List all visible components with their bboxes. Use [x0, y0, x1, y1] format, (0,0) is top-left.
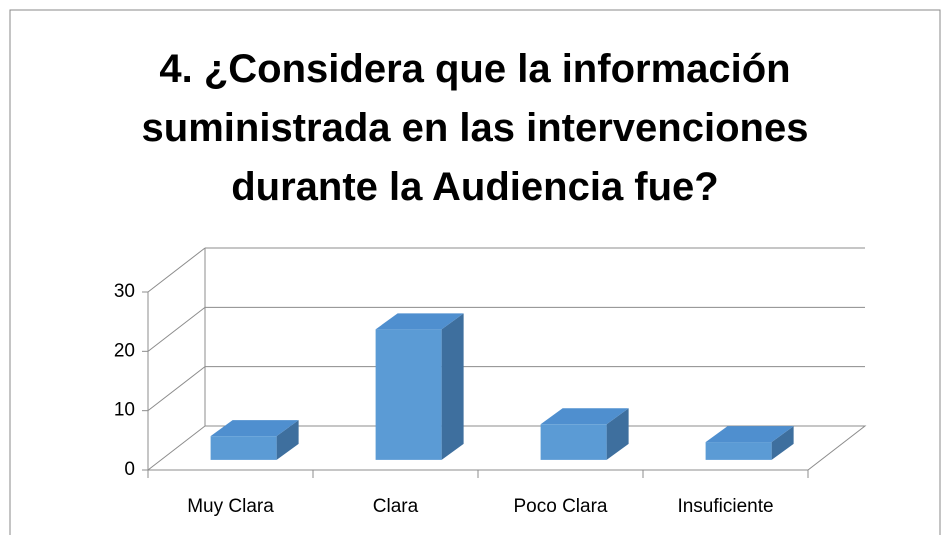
grid-line [147, 366, 206, 412]
x-tick-label: Muy Clara [187, 496, 274, 517]
bar [210, 436, 277, 460]
bar-top [210, 420, 299, 437]
bar-top [375, 313, 464, 330]
bar [375, 329, 442, 460]
bar [540, 424, 607, 460]
y-tick-label: 0 [124, 459, 135, 480]
bar-side [276, 420, 299, 460]
bar-side [441, 313, 464, 460]
bar-top [540, 408, 629, 425]
x-tick-label: Clara [373, 496, 419, 517]
x-tick-label: Insuficiente [677, 496, 773, 517]
y-tick-label: 10 [114, 400, 135, 421]
x-tick-label: Poco Clara [514, 496, 608, 517]
bar-top [705, 426, 794, 443]
grid-line [147, 247, 206, 293]
grid-line [147, 425, 206, 471]
y-tick-label: 30 [114, 281, 135, 302]
bar [705, 442, 772, 460]
bar-side [771, 426, 794, 460]
y-tick-label: 20 [114, 340, 135, 361]
bar-side [606, 408, 629, 460]
grid-line [147, 306, 206, 352]
chart-frame [9, 9, 941, 535]
chart-title: 4. ¿Considera que la información suminis… [141, 47, 820, 209]
